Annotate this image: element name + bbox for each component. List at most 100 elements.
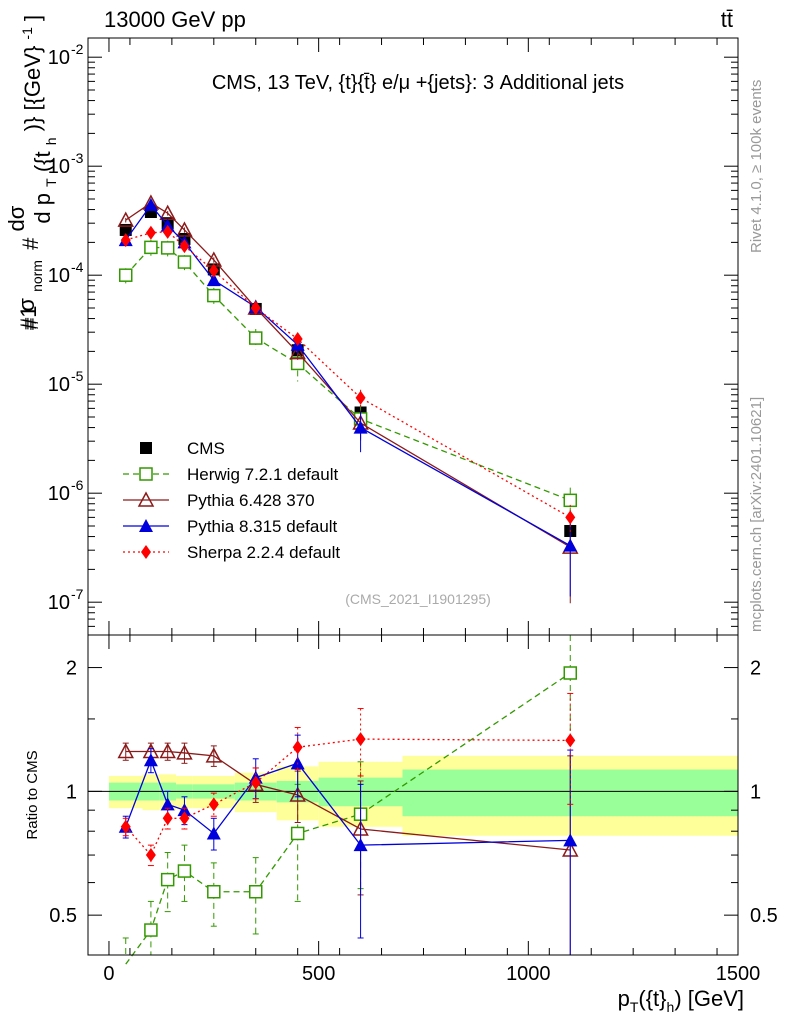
data-point: [117, 211, 134, 227]
ratio-point: [207, 884, 221, 899]
data-point: [144, 240, 158, 255]
y-label-hash2: #: [18, 237, 43, 250]
y-tick-exponent: -7: [71, 586, 84, 602]
ratio-point: [250, 775, 261, 790]
legend-marker: [137, 491, 155, 507]
data-point: [292, 331, 303, 346]
legend-entry: Herwig 7.2.1 default: [123, 465, 338, 484]
ratio-axis-ticks: 0 500 1000 1500 0.5 0.5 1 1 2 2: [49, 634, 778, 985]
y-label-norm: norm: [29, 260, 45, 292]
ratio-point: [565, 733, 576, 748]
svg-text:#1: #1: [16, 306, 41, 331]
y-label-tsub: T: [43, 178, 59, 187]
ratio-point: [177, 864, 192, 878]
x-tick-label: 1000: [506, 963, 551, 985]
ratio-point: [355, 732, 366, 747]
ratio-panel: 0 500 1000 1500 0.5 0.5 1 1 2 2: [49, 634, 778, 985]
data-point: [565, 510, 576, 525]
data-point: [179, 239, 190, 254]
y-tick-label: 10: [48, 265, 70, 287]
main-axis-ticks: 10-710-610-510-410-310-2: [48, 38, 739, 636]
x-tick-label: 1500: [716, 963, 761, 985]
y-tick-label: 10: [48, 156, 70, 178]
ratio-point: [563, 666, 578, 680]
rivet-version-label: Rivet 4.1.0, ≥ 100k events: [748, 80, 765, 253]
process-label: 13000 GeV pp: [104, 7, 246, 32]
ratio-point: [292, 740, 303, 755]
legend-entry: Pythia 8.315 default: [123, 517, 338, 536]
main-panel: 10-710-610-510-410-310-2 CMS, 13 TeV, {t…: [48, 37, 739, 636]
data-point: [162, 224, 173, 239]
legend-label: Pythia 8.315 default: [187, 517, 338, 536]
y-tick-exponent: -2: [71, 41, 84, 57]
ratio-plot-series: [117, 634, 579, 965]
data-point: [160, 241, 175, 255]
data-point: [177, 255, 192, 269]
ratio-point: [159, 742, 176, 759]
data-point: [143, 198, 158, 212]
ratio-tick-label-right: 0.5: [750, 905, 778, 927]
data-point: [206, 273, 221, 287]
ratio-point: [179, 811, 190, 826]
data-point: [563, 493, 578, 508]
legend-label: CMS: [187, 439, 225, 458]
ttbar-label: tt̄: [721, 7, 733, 32]
x-axis-label: pT({t}h) [GeV]: [618, 986, 744, 1015]
data-point: [145, 225, 156, 240]
data-point: [355, 390, 366, 405]
ratio-point: [160, 872, 175, 887]
data-point: [120, 233, 131, 248]
chart-title: CMS, 13 TeV, {t}{t̄} e/μ +{jets}: 3 Addi…: [212, 72, 624, 94]
ratio-point: [206, 826, 221, 840]
y-label-unit: )} [{GeV}: [20, 46, 45, 132]
legend-label: Pythia 6.428 370: [187, 491, 315, 510]
ratio-point: [160, 797, 175, 811]
main-plot-series: [117, 194, 579, 604]
legend-entry: Sherpa 2.2.4 default: [123, 543, 340, 562]
ratio-point: [289, 786, 306, 802]
data-point: [353, 420, 368, 434]
y-tick-label: 10: [48, 374, 70, 396]
ratio-series-4: [120, 692, 576, 867]
data-point: [119, 223, 132, 236]
y-label-hash: #: [18, 317, 43, 330]
ratio-series-1: [122, 634, 578, 965]
y-tick-exponent: -5: [71, 368, 84, 384]
y-tick-exponent: -3: [71, 150, 84, 166]
data-point: [159, 204, 176, 221]
legend-label: Sherpa 2.2.4 default: [187, 543, 340, 562]
ratio-point: [144, 923, 158, 937]
x-tick-label: 500: [302, 963, 335, 985]
y-label-dsigma: dσ: [4, 205, 29, 231]
ratio-tick-label: 0.5: [49, 905, 77, 927]
ratio-point: [145, 848, 156, 863]
ratio-y-label: Ratio to CMS: [24, 750, 41, 839]
legend-marker: [140, 442, 152, 454]
data-point: [118, 268, 133, 282]
y-label-unit-end: ]: [20, 15, 45, 21]
ratio-point: [117, 742, 134, 759]
analysis-id: (CMS_2021_I1901295): [345, 591, 491, 607]
ratio-point: [290, 826, 305, 841]
y-label-paren: ({t: [30, 151, 55, 172]
y-label-unit-sup: -1: [19, 27, 35, 40]
legend-marker: [139, 467, 153, 481]
ratio-point: [563, 833, 578, 847]
legend-marker: [139, 519, 153, 532]
ratio-tick-label: 1: [66, 781, 77, 803]
x-tick-label: 0: [103, 963, 114, 985]
ratio-tick-label: 2: [66, 658, 77, 680]
ratio-point: [143, 753, 158, 767]
mcplots-label: mcplots.cern.ch [arXiv:2401.10621]: [748, 397, 765, 632]
y-tick-exponent: -4: [71, 259, 84, 275]
main-plot-frame: [87, 37, 739, 636]
ratio-point: [353, 838, 368, 852]
series-4: [120, 224, 576, 535]
data-point: [248, 331, 263, 345]
legend-entry: Pythia 6.428 370: [123, 491, 315, 510]
ratio-point: [248, 884, 263, 899]
y-label-sigma: σ: [14, 298, 39, 312]
ratio-tick-label-right: 2: [750, 658, 761, 680]
ratio-point: [205, 747, 223, 763]
